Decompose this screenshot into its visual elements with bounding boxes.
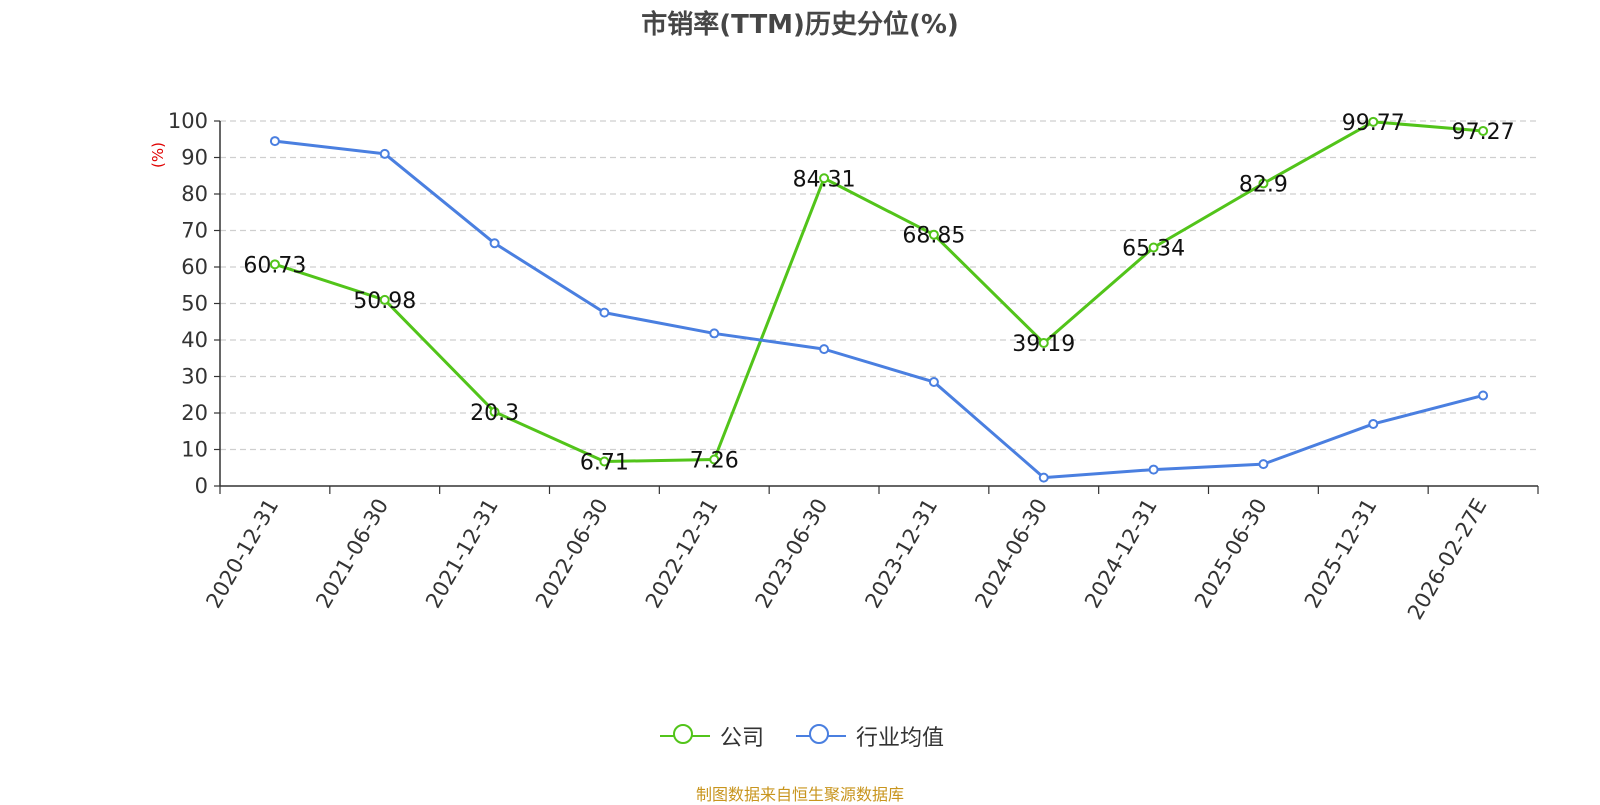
x-tick-label: 2022-12-31: [641, 495, 723, 613]
x-tick-label: 2021-12-31: [421, 495, 503, 613]
series-lines: [269, 116, 1489, 483]
legend-industry-label: 行业均值: [856, 726, 945, 751]
industry-average-data-point: [1368, 418, 1379, 429]
legend-company-icon: [660, 722, 710, 750]
y-tick-label: 80: [181, 182, 208, 206]
company-data-label: 99.77: [1342, 111, 1405, 136]
industry-average-data-point: [1258, 459, 1269, 470]
industry-average-data-point: [489, 238, 500, 249]
company-data-point: [709, 454, 720, 465]
y-tick-label: 70: [181, 219, 208, 243]
company-data-label: 39.19: [1012, 332, 1075, 357]
company-data-label: 97.27: [1452, 120, 1515, 145]
y-axis-label: (%): [149, 142, 167, 168]
industry-average-series-line: [274, 139, 1484, 480]
company-data-label: 50.98: [353, 289, 416, 314]
company-data-label: 7.26: [690, 449, 739, 474]
industry-average-data-point: [819, 344, 830, 355]
industry-average-data-point: [1038, 472, 1049, 483]
legend-company-label: 公司: [720, 726, 765, 751]
y-tick-label: 0: [195, 474, 208, 498]
x-tick-label: 2020-12-31: [201, 495, 283, 613]
company-data-point: [379, 294, 390, 305]
y-tick-label: 20: [181, 401, 208, 425]
company-data-label: 20.3: [470, 401, 519, 426]
company-data-point: [1258, 178, 1269, 189]
company-data-point: [1368, 116, 1379, 127]
company-data-label: 84.31: [793, 167, 856, 192]
company-data-label: 82.9: [1239, 172, 1288, 197]
x-tick-label: 2024-06-30: [970, 495, 1052, 613]
company-data-point: [1148, 242, 1159, 253]
y-tick-label: 90: [181, 146, 208, 170]
industry-average-data-point: [709, 328, 720, 339]
company-data-label: 68.85: [902, 224, 965, 249]
company-data-point: [928, 229, 939, 240]
y-tick-label: 10: [181, 438, 208, 462]
x-tick-label: 2025-06-30: [1190, 495, 1272, 613]
chart-title: 市销率(TTM)历史分位(%): [641, 10, 959, 40]
company-data-point: [1038, 337, 1049, 348]
x-tick-label: 2026-02-27E: [1403, 495, 1491, 624]
x-tick-label: 2023-06-30: [751, 495, 833, 613]
x-tick-label: 2024-12-31: [1080, 495, 1162, 613]
legend-industry-icon: [796, 722, 846, 750]
x-tick-label: 2025-12-31: [1300, 495, 1382, 613]
company-data-label: 60.73: [243, 253, 306, 278]
company-data-point: [1478, 125, 1489, 136]
industry-average-data-point: [1478, 390, 1489, 401]
industry-average-data-point: [928, 376, 939, 387]
legend-item-company[interactable]: 公司: [660, 722, 765, 751]
data-labels: 60.73 50.98 20.3 6.71 7.26 84.31 68.85 39.19 65.…: [243, 111, 1514, 476]
y-tick-label: 30: [181, 365, 208, 389]
company-data-point: [819, 173, 830, 184]
company-data-point: [269, 259, 280, 270]
company-data-label: 65.34: [1122, 237, 1185, 262]
x-tick-label: 2023-12-31: [860, 495, 942, 613]
y-tick-label: 100: [168, 109, 208, 133]
industry-average-data-point: [599, 307, 610, 318]
x-tick-label: 2022-06-30: [531, 495, 613, 613]
company-data-point: [489, 406, 500, 417]
y-tick-label: 50: [181, 292, 208, 316]
grid-lines: [220, 120, 1538, 451]
x-tick-label: 2021-06-30: [311, 495, 393, 613]
y-tick-label: 60: [181, 255, 208, 279]
source-note: 制图数据来自恒生聚源数据库: [695, 785, 904, 804]
company-data-point: [599, 456, 610, 467]
industry-average-data-point: [1148, 464, 1159, 475]
legend-item-industry-average[interactable]: 行业均值: [796, 722, 945, 751]
industry-average-data-point: [269, 136, 280, 147]
y-tick-label: 40: [181, 328, 208, 352]
company-series-line: [274, 120, 1484, 464]
industry-average-data-point: [379, 148, 390, 159]
company-data-label: 6.71: [580, 451, 629, 476]
